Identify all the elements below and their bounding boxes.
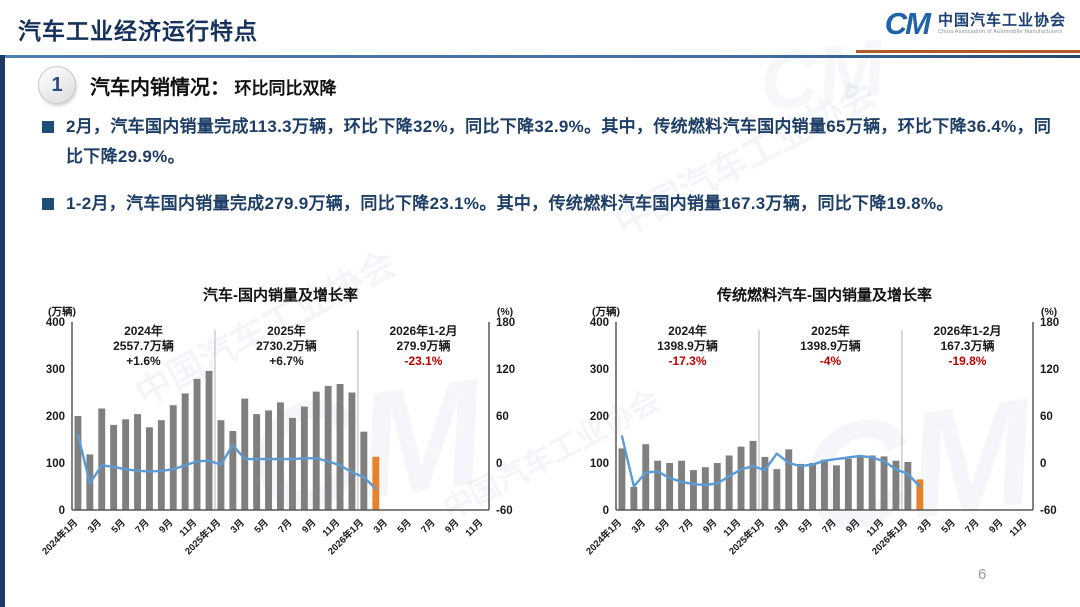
svg-text:-60: -60: [1040, 505, 1057, 517]
svg-text:120: 120: [496, 364, 515, 376]
svg-text:9月: 9月: [844, 517, 862, 535]
svg-text:2557.7万辆: 2557.7万辆: [113, 338, 174, 353]
svg-text:-17.3%: -17.3%: [668, 354, 706, 368]
svg-text:9月: 9月: [987, 517, 1005, 535]
svg-text:+1.6%: +1.6%: [126, 354, 161, 368]
svg-text:1398.9万辆: 1398.9万辆: [800, 338, 861, 353]
chart-title: 汽车-国内销量及增长率: [203, 287, 358, 304]
svg-text:0: 0: [603, 505, 609, 517]
svg-text:5月: 5月: [796, 517, 814, 535]
svg-text:7月: 7月: [276, 517, 294, 535]
svg-text:100: 100: [46, 458, 65, 470]
svg-text:5月: 5月: [395, 517, 413, 535]
logo-cm-icon: CM: [884, 6, 931, 41]
logo-name-en: China Association of Automobile Manufact…: [937, 28, 1063, 35]
chart-fuel-vehicles-plot: (万辆) (%) 400 300 200 100 0 180 120 60 0 -60 2024年1月 3…: [583, 305, 1059, 558]
svg-text:-60: -60: [496, 505, 513, 517]
svg-text:-23.1%: -23.1%: [404, 354, 442, 368]
svg-text:60: 60: [496, 411, 509, 423]
svg-text:(%): (%): [497, 306, 513, 318]
svg-text:7月: 7月: [677, 517, 695, 535]
svg-text:200: 200: [46, 411, 65, 423]
svg-text:300: 300: [590, 364, 609, 376]
svg-text:1398.9万辆: 1398.9万辆: [657, 338, 718, 353]
svg-text:+6.7%: +6.7%: [269, 354, 304, 368]
bullet-text: 2月，汽车国内销量完成113.3万辆，环比下降32%，同比下降32.9%。其中，…: [66, 117, 1052, 166]
svg-text:11月: 11月: [1008, 517, 1030, 539]
svg-text:0: 0: [59, 505, 65, 517]
svg-text:0: 0: [496, 458, 502, 470]
section-number-badge: 1: [38, 66, 76, 104]
svg-text:120: 120: [1040, 364, 1059, 376]
svg-text:400: 400: [46, 317, 65, 329]
svg-text:2026年1-2月: 2026年1-2月: [389, 323, 457, 338]
svg-text:-4%: -4%: [820, 354, 842, 368]
svg-text:(%): (%): [1041, 306, 1057, 318]
bullet-text: 1-2月，汽车国内销量完成279.9万辆，同比下降23.1%。其中，传统燃料汽车…: [66, 193, 954, 213]
svg-text:3月: 3月: [229, 517, 247, 535]
svg-text:0: 0: [1040, 458, 1046, 470]
svg-text:200: 200: [590, 411, 609, 423]
bullet-item: 1-2月，汽车国内销量完成279.9万辆，同比下降23.1%。其中，传统燃料汽车…: [42, 189, 1054, 219]
svg-text:2026年1-2月: 2026年1-2月: [933, 323, 1001, 338]
section-subtitle: 环比同比双降: [234, 78, 337, 98]
svg-text:2024年: 2024年: [668, 323, 707, 338]
svg-text:279.9万辆: 279.9万辆: [396, 338, 450, 353]
svg-text:-19.8%: -19.8%: [948, 354, 986, 368]
organization-logo: CM 中国汽车工业协会 China Association of Automob…: [885, 8, 1066, 39]
svg-text:9月: 9月: [701, 517, 719, 535]
svg-text:3月: 3月: [630, 517, 648, 535]
svg-text:2730.2万辆: 2730.2万辆: [256, 338, 317, 353]
section-title: 汽车内销情况：: [90, 76, 230, 99]
svg-text:5月: 5月: [252, 517, 270, 535]
svg-text:9月: 9月: [157, 517, 175, 535]
svg-text:7月: 7月: [963, 517, 981, 535]
section-heading: 1 汽车内销情况： 环比同比双降: [38, 66, 336, 104]
logo-name-cn: 中国汽车工业协会: [937, 11, 1066, 29]
svg-text:3月: 3月: [372, 517, 390, 535]
svg-text:100: 100: [590, 458, 609, 470]
svg-text:2025年: 2025年: [267, 323, 306, 338]
svg-text:7月: 7月: [133, 517, 151, 535]
svg-text:(万辆): (万辆): [48, 306, 76, 318]
svg-text:2024年: 2024年: [124, 323, 163, 338]
svg-text:7月: 7月: [419, 517, 437, 535]
chart-fuel-vehicles: 传统燃料汽车-国内销量及增长率 (万辆) (%) 400 300 200 100 0 180 1…: [572, 284, 1077, 579]
chart-total-vehicles: 汽车-国内销量及增长率 (万辆) (%) 400 300 200 100 0 180 120 60…: [28, 284, 533, 579]
chart-title: 传统燃料汽车-国内销量及增长率: [717, 287, 932, 304]
svg-text:180: 180: [496, 317, 515, 329]
svg-text:9月: 9月: [300, 517, 318, 535]
svg-text:2024年1月: 2024年1月: [583, 517, 624, 558]
svg-text:3月: 3月: [773, 517, 791, 535]
chart-total-vehicles-plot: (万辆) (%) 400 300 200 100 0 180 120 60 0 -60 2024年1月 3…: [39, 305, 515, 558]
header-rule: [0, 55, 1080, 58]
svg-text:180: 180: [1040, 317, 1059, 329]
bullet-item: 2月，汽车国内销量完成113.3万辆，环比下降32%，同比下降32.9%。其中，…: [42, 112, 1054, 172]
left-edge-stripe: [0, 55, 5, 607]
svg-text:300: 300: [46, 364, 65, 376]
bullet-list: 2月，汽车国内销量完成113.3万辆，环比下降32%，同比下降32.9%。其中，…: [42, 112, 1054, 235]
svg-text:11月: 11月: [464, 517, 486, 539]
svg-text:5月: 5月: [109, 517, 127, 535]
svg-text:3月: 3月: [916, 517, 934, 535]
svg-text:60: 60: [1040, 411, 1053, 423]
svg-text:167.3万辆: 167.3万辆: [940, 338, 994, 353]
header-rule-orange: [856, 50, 1080, 53]
svg-text:2025年: 2025年: [811, 323, 850, 338]
page-number: 6: [978, 566, 987, 583]
svg-text:2024年1月: 2024年1月: [39, 517, 80, 558]
svg-text:5月: 5月: [939, 517, 957, 535]
svg-text:9月: 9月: [443, 517, 461, 535]
svg-text:7月: 7月: [820, 517, 838, 535]
svg-text:3月: 3月: [86, 517, 104, 535]
svg-text:(万辆): (万辆): [592, 306, 620, 318]
svg-text:5月: 5月: [653, 517, 671, 535]
svg-text:400: 400: [590, 317, 609, 329]
page-title: 汽车工业经济运行特点: [18, 18, 258, 44]
